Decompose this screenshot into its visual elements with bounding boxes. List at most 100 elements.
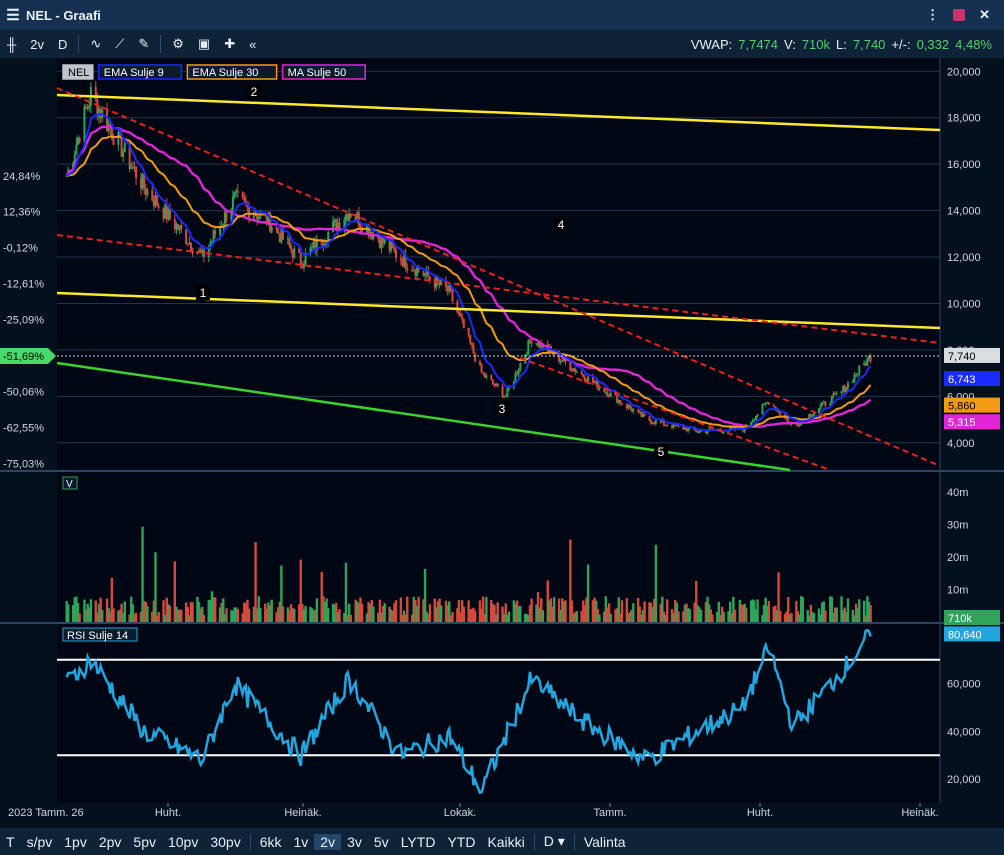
volume-bar	[514, 603, 517, 622]
volume-bar	[562, 601, 566, 622]
selection-button[interactable]: Valinta	[583, 833, 626, 850]
candle-body	[651, 423, 654, 425]
volume-bar	[320, 571, 323, 622]
quote-stats: VWAP: 7,7474 V: 710k L: 7,740 +/-: 0,332…	[691, 37, 1004, 52]
close-icon[interactable]: ✕	[979, 7, 990, 22]
kebab-icon[interactable]: ⋮	[926, 7, 940, 22]
candle-body	[501, 386, 504, 398]
volume-bar	[704, 601, 708, 622]
chart-area[interactable]: 20,00018,00016,00014,00012,00010,0008,00…	[0, 58, 1004, 828]
price-tick-label: 14,000	[947, 206, 981, 218]
volume-bar	[546, 580, 549, 622]
volume-bar	[641, 609, 645, 622]
volume-bar	[252, 606, 256, 622]
candle-body	[637, 409, 640, 412]
volume-bar	[851, 609, 855, 622]
pencil-icon[interactable]: ✎	[138, 36, 150, 51]
range-button[interactable]: LYTD	[400, 833, 436, 850]
candle-body	[650, 420, 653, 424]
candle-body	[785, 417, 788, 420]
volume-bar	[493, 605, 496, 622]
indicator-badge: 6,743	[948, 374, 976, 386]
candle-body	[390, 242, 393, 251]
gear-icon[interactable]: ⚙	[172, 36, 184, 51]
candle-body	[583, 377, 586, 382]
crosshair-icon[interactable]: ✚	[224, 36, 236, 51]
hamburger-icon[interactable]: ☰	[6, 7, 20, 24]
candle-body	[654, 420, 657, 424]
candle-body	[223, 211, 226, 225]
range-button[interactable]: 2v	[314, 833, 342, 850]
period-button[interactable]: 30pv	[210, 833, 241, 850]
period-button[interactable]: 1pv	[64, 833, 87, 850]
range-button[interactable]: Kaikki	[487, 833, 525, 850]
period-button[interactable]: T	[6, 833, 15, 850]
volume-bar	[254, 541, 257, 622]
volume-bar	[717, 601, 721, 622]
volume-bar	[246, 599, 249, 622]
volume-bar	[167, 604, 170, 622]
interval-dropdown[interactable]: D ▾	[543, 833, 565, 849]
candle-body	[666, 425, 669, 427]
volume-bar	[775, 610, 779, 622]
candle-body	[78, 137, 81, 143]
period-button[interactable]: 2pv	[98, 833, 122, 850]
stock-chart[interactable]: 20,00018,00016,00014,00012,00010,0008,00…	[0, 58, 1004, 828]
candle-body	[722, 432, 725, 434]
range-button[interactable]: 3v	[347, 833, 362, 850]
candle-body	[128, 143, 131, 170]
candle-body	[112, 138, 115, 145]
candlestick-icon[interactable]: ╫	[7, 36, 17, 52]
volume-bar	[360, 603, 364, 622]
candle-body	[664, 425, 667, 427]
candle-body	[559, 360, 562, 362]
candle-body	[146, 190, 149, 195]
period-button[interactable]: 10pv	[167, 833, 199, 850]
volume-bar	[761, 615, 764, 622]
range-button[interactable]: 1v	[293, 833, 309, 850]
volume-bar	[501, 606, 504, 622]
candle-body	[627, 405, 630, 409]
volume-bar	[790, 612, 793, 622]
rsi-tick-label: 40,000	[947, 726, 981, 738]
volume-bar	[457, 600, 461, 622]
range-button[interactable]: YTD	[447, 833, 476, 850]
x-axis-label: Heinäk.	[901, 807, 938, 819]
period-divider	[249, 832, 251, 851]
candle-body	[291, 249, 294, 258]
candle-body	[632, 409, 635, 412]
candle-body	[438, 281, 441, 286]
draw-line-icon[interactable]: ⟋	[115, 36, 125, 51]
volume-bar	[536, 592, 540, 622]
volume-bar	[89, 599, 93, 622]
candle-body	[152, 200, 155, 206]
last-price-badge-bg	[944, 347, 1000, 363]
candle-body	[519, 363, 522, 371]
period-button[interactable]: 2v	[30, 36, 44, 52]
candle-body	[845, 387, 848, 392]
volume-bar	[661, 596, 664, 622]
candle-body	[503, 395, 506, 398]
candle-body	[772, 404, 775, 407]
range-button[interactable]: 5v	[373, 833, 389, 850]
interval-button[interactable]: D	[57, 36, 68, 52]
period-button[interactable]: 5pv	[133, 833, 156, 850]
volume-bar	[490, 600, 493, 622]
percent-tick-label: 24,84%	[3, 171, 41, 183]
volume-bar	[96, 612, 99, 622]
volume-bar	[659, 603, 662, 622]
period-button[interactable]: s/pv	[26, 833, 53, 850]
collapse-icon[interactable]: «	[249, 36, 257, 52]
indicator-icon[interactable]: ∿	[90, 36, 102, 51]
candle-body	[614, 392, 617, 396]
candle-body	[141, 174, 144, 189]
window-icon[interactable]: ▣	[197, 36, 211, 51]
volume-bar	[607, 603, 611, 622]
candle-body	[491, 379, 494, 384]
candle-body	[96, 98, 99, 117]
range-button[interactable]: 6kk	[259, 833, 282, 850]
volume-bar	[309, 606, 312, 622]
volume-bar	[97, 604, 101, 622]
volume-bar	[120, 603, 123, 622]
volume-bar	[94, 600, 97, 622]
